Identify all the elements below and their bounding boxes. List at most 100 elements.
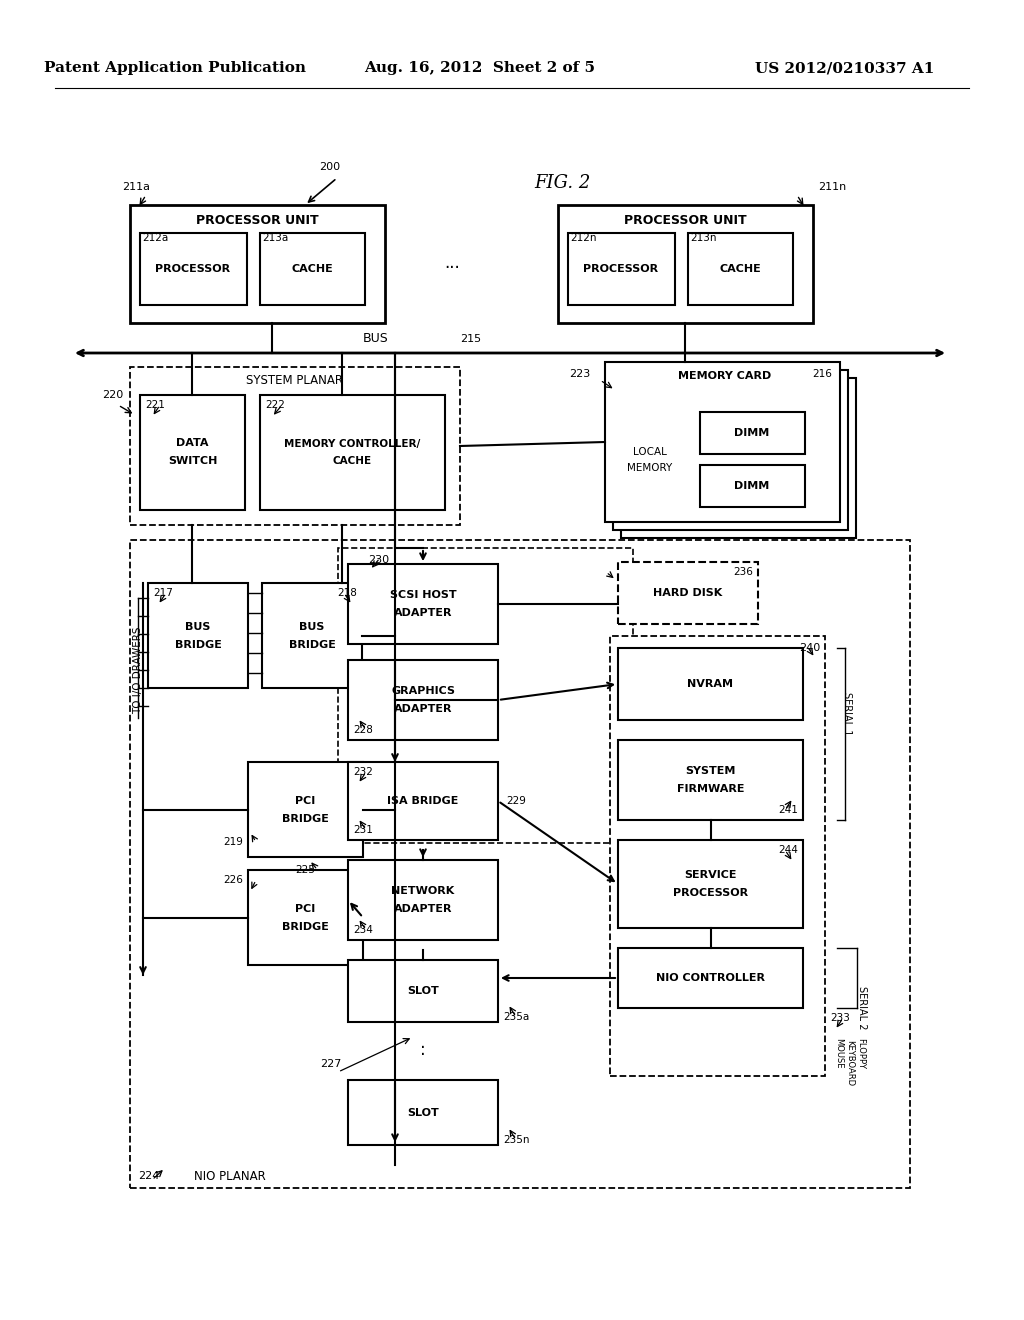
Bar [260,395,445,510]
Text: 231: 231 [353,825,373,836]
Text: DATA: DATA [176,438,209,449]
Text: HARD DISK: HARD DISK [653,587,723,598]
Text: MEMORY CARD: MEMORY CARD [678,371,772,381]
Text: CACHE: CACHE [719,264,761,275]
Text: 228: 228 [353,725,373,735]
Text: ADAPTER: ADAPTER [394,904,453,913]
Bar [688,234,793,305]
Text: 215: 215 [460,334,481,345]
Bar [130,205,385,323]
Bar [348,660,498,741]
Text: MEMORY CONTROLLER/: MEMORY CONTROLLER/ [285,438,421,449]
Text: SYSTEM: SYSTEM [685,766,735,776]
Text: US 2012/0210337 A1: US 2012/0210337 A1 [756,61,935,75]
Text: PCI: PCI [295,903,315,913]
Bar [618,562,758,624]
Text: 235a: 235a [503,1012,529,1022]
Text: BRIDGE: BRIDGE [174,639,221,649]
Text: BRIDGE: BRIDGE [282,921,329,932]
Text: 218: 218 [337,587,357,598]
Text: SERVICE: SERVICE [684,870,736,880]
Text: 241: 241 [778,805,798,814]
Bar [348,762,498,840]
Text: 229: 229 [506,796,526,807]
Text: BRIDGE: BRIDGE [289,639,336,649]
Text: 219: 219 [223,837,243,847]
Bar [130,540,910,1188]
Bar [558,205,813,323]
Text: KEYBOARD: KEYBOARD [846,1040,854,1086]
Bar [618,840,803,928]
Bar [613,370,848,531]
Bar [262,583,362,688]
Bar [248,762,362,857]
Text: PROCESSOR: PROCESSOR [673,888,749,898]
Bar [348,1080,498,1144]
Text: PROCESSOR: PROCESSOR [584,264,658,275]
Text: FIG. 2: FIG. 2 [534,174,590,191]
Text: CACHE: CACHE [291,264,333,275]
Text: ...: ... [444,253,460,272]
Text: MOUSE: MOUSE [835,1038,844,1068]
Text: 244: 244 [778,845,798,855]
Text: 234: 234 [353,925,373,935]
Text: 212a: 212a [142,234,168,243]
Bar [618,948,803,1008]
Text: Patent Application Publication: Patent Application Publication [44,61,306,75]
Text: NETWORK: NETWORK [391,886,455,896]
Text: 212n: 212n [570,234,597,243]
Text: 230: 230 [368,554,389,565]
Text: 200: 200 [319,162,341,172]
Text: 225: 225 [296,865,315,875]
Text: 222: 222 [265,400,285,411]
Text: CACHE: CACHE [333,457,372,466]
Bar [700,465,805,507]
Text: PROCESSOR: PROCESSOR [156,264,230,275]
Text: PROCESSOR UNIT: PROCESSOR UNIT [625,214,746,227]
Text: 233: 233 [830,1012,850,1023]
Text: FIRMWARE: FIRMWARE [677,784,744,795]
Text: 220: 220 [102,389,123,400]
Text: DIMM: DIMM [734,480,770,491]
Text: 224: 224 [138,1171,160,1181]
Bar [621,378,856,539]
Bar [148,583,248,688]
Text: SERIAL 2: SERIAL 2 [857,986,867,1030]
Text: GRAPHICS: GRAPHICS [391,686,455,696]
Text: SLOT: SLOT [408,1107,439,1118]
Text: 236: 236 [733,568,753,577]
Bar [618,741,803,820]
Text: BUS: BUS [185,622,211,631]
Text: Aug. 16, 2012  Sheet 2 of 5: Aug. 16, 2012 Sheet 2 of 5 [365,61,596,75]
Bar [260,234,365,305]
Text: 227: 227 [319,1059,341,1069]
Text: ADAPTER: ADAPTER [394,609,453,618]
Text: 217: 217 [153,587,173,598]
Text: NIO PLANAR: NIO PLANAR [195,1170,266,1183]
Text: SLOT: SLOT [408,986,439,997]
Text: 213n: 213n [690,234,717,243]
Text: 221: 221 [145,400,165,411]
Text: BUS: BUS [364,333,389,346]
Bar [248,870,362,965]
Bar [338,548,633,843]
Text: SERIAL 1: SERIAL 1 [842,692,852,735]
Bar [568,234,675,305]
Text: SCSI HOST: SCSI HOST [390,590,457,601]
Text: MEMORY: MEMORY [628,463,673,473]
Text: BUS: BUS [299,622,325,631]
Text: FLOPPY: FLOPPY [856,1038,865,1068]
Text: ADAPTER: ADAPTER [394,704,453,714]
Text: 216: 216 [812,370,831,379]
Text: TO I/O DRAWERS: TO I/O DRAWERS [133,626,143,714]
Text: 211a: 211a [122,182,150,191]
Text: 213a: 213a [262,234,288,243]
Text: 211n: 211n [818,182,846,191]
Bar [605,362,840,521]
Bar [348,861,498,940]
Bar [348,960,498,1022]
Text: ISA BRIDGE: ISA BRIDGE [387,796,459,807]
Text: SYSTEM PLANAR: SYSTEM PLANAR [247,374,343,387]
Text: 235n: 235n [503,1135,529,1144]
Text: NVRAM: NVRAM [687,678,733,689]
